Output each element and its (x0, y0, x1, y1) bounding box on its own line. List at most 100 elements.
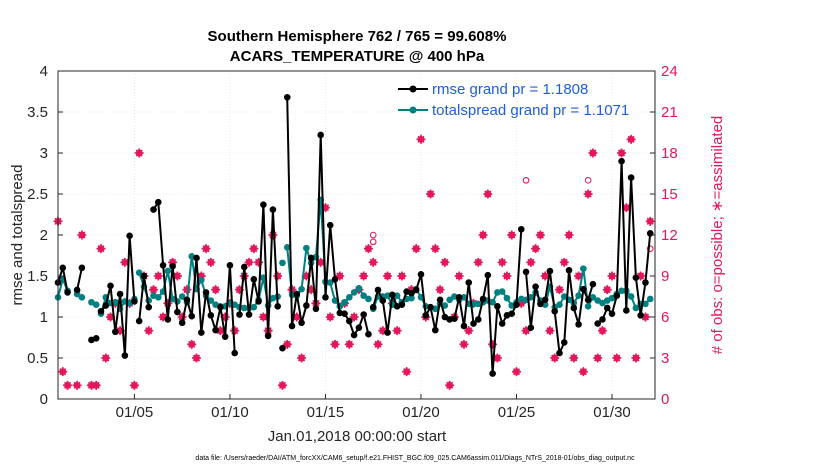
rmse-point (112, 328, 119, 336)
spread-point (298, 285, 305, 293)
x-tick-label: 01/30 (593, 404, 631, 421)
obs-assimilated-marker (440, 257, 450, 267)
spread-point (92, 301, 100, 309)
rmse-point (384, 329, 391, 336)
obs-assimilated-marker (478, 230, 488, 240)
obs-assimilated-marker (234, 285, 244, 295)
obs-assimilated-marker (535, 230, 545, 240)
obs-assimilated-marker (306, 285, 316, 295)
x-tick-label: 01/15 (307, 404, 345, 421)
spread-point (78, 294, 86, 301)
y2-tick-label: 12 (661, 227, 678, 244)
spread-point (197, 276, 205, 284)
obs-assimilated-marker (454, 271, 464, 281)
rmse-point (551, 307, 559, 315)
rmse-point (274, 303, 281, 310)
rmse-point (560, 339, 568, 346)
spread-point (560, 293, 568, 300)
rmse-point (537, 300, 544, 308)
y-tick-label: 4 (40, 63, 48, 80)
obs-assimilated-marker (344, 339, 354, 349)
obs-assimilated-marker (58, 367, 68, 377)
spread-point (350, 289, 358, 296)
rmse-point (73, 286, 81, 294)
obs-assimilated-marker (531, 244, 541, 254)
rmse-point (436, 296, 444, 304)
rmse-point (594, 320, 601, 327)
rmse-point (350, 331, 358, 339)
obs-assimilated-marker (507, 230, 517, 240)
rmse-point (460, 322, 468, 330)
x-tick-label: 01/05 (116, 404, 154, 421)
rmse-point (293, 290, 301, 298)
rmse-point (379, 297, 387, 304)
y-tick-label: 3 (40, 145, 48, 162)
obs-assimilated-marker (545, 326, 555, 336)
rmse-point (427, 303, 434, 311)
obs-assimilated-marker (426, 189, 436, 199)
rmse-point (64, 289, 71, 296)
rmse-point (479, 295, 487, 303)
y-tick-label: 2 (40, 227, 48, 244)
rmse-point (116, 290, 124, 298)
obs-assimilated-marker (106, 312, 116, 322)
spread-point (642, 300, 649, 308)
rmse-point (255, 298, 262, 305)
spread-point (408, 294, 415, 302)
spread-point (556, 301, 563, 309)
axis-ticks: 01/05 01/10 01/15 01/20 01/25 01/30 0 0.5 1 1.5 2 2… (27, 63, 678, 421)
rmse-point (260, 201, 267, 208)
obs-assimilated-marker (521, 326, 531, 336)
obs-assimilated-marker (215, 326, 225, 336)
rmse-point (627, 174, 635, 181)
spread-point (154, 294, 162, 301)
obs-assimilated-marker (621, 203, 631, 213)
spread-point (331, 297, 339, 304)
legend-entry-rmse: rmse grand pr = 1.1808 (432, 81, 588, 98)
spread-point (489, 298, 496, 306)
y2-tick-label: 0 (661, 391, 669, 408)
obs-assimilated-marker (292, 312, 302, 322)
obs-assimilated-marker (297, 353, 307, 363)
rmse-point (341, 310, 348, 318)
spread-point (303, 244, 310, 252)
obs-assimilated-marker (540, 271, 550, 281)
obs-assimilated-marker (325, 312, 335, 322)
y2-tick-label: 24 (661, 63, 678, 80)
rmse-point (432, 326, 439, 334)
rmse-point (365, 330, 372, 338)
obs-assimilated-marker (636, 271, 646, 281)
rmse-point (92, 335, 100, 342)
rmse-point (565, 266, 573, 274)
obs-assimilated-marker (430, 244, 440, 254)
rmse-point (264, 332, 272, 340)
rmse-point (298, 319, 305, 327)
obs-assimilated-marker (349, 312, 359, 322)
obs-assimilated-marker (249, 244, 259, 254)
spread-point (283, 244, 291, 251)
rmse-point (470, 320, 477, 327)
spread-point (441, 302, 449, 309)
rmse-point (245, 311, 253, 318)
rmse-point (608, 310, 616, 318)
rmse-point (584, 296, 592, 304)
obs-assimilated-marker (550, 353, 560, 363)
rmse-point (131, 298, 138, 305)
obs-assimilated-marker (187, 339, 197, 349)
rmse-point (637, 312, 644, 319)
rmse-point (283, 93, 291, 101)
spread-point (575, 292, 582, 299)
obs-assimilated-marker (607, 271, 617, 281)
obs-assimilated-marker (526, 257, 536, 267)
rmse-point (178, 319, 186, 327)
rmse-point (317, 131, 324, 139)
x-tick-label: 01/10 (211, 404, 249, 421)
obs-assimilated-marker (483, 189, 493, 199)
obs-assimilated-marker (631, 353, 641, 363)
rmse-point (193, 254, 200, 262)
rmse-point (513, 301, 520, 309)
rmse-point (589, 280, 597, 288)
y-tick-label: 1.5 (27, 268, 48, 285)
obs-assimilated-marker (335, 271, 345, 281)
spread-point (618, 287, 625, 295)
